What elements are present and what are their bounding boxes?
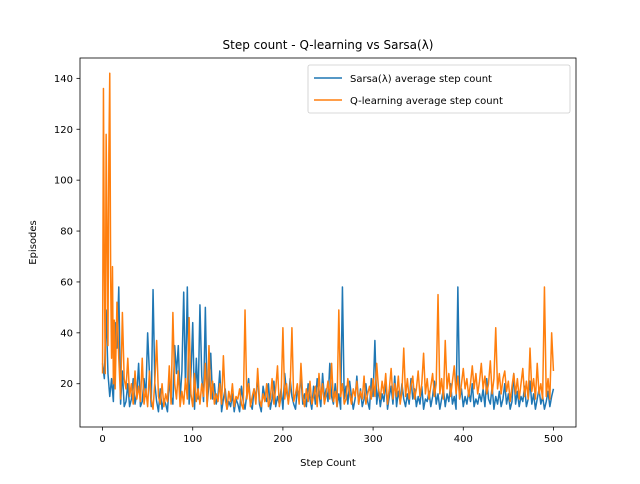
y-tick-label: 80 — [60, 227, 73, 238]
legend-box — [307, 64, 571, 114]
y-axis-label: Episodes — [28, 220, 39, 264]
y-tick-label: 60 — [60, 277, 73, 288]
y-tick-label: 120 — [54, 125, 73, 136]
series-layer — [101, 72, 555, 413]
series-line-0 — [101, 286, 555, 413]
x-tick-label: 400 — [454, 434, 473, 445]
chart-title: Step count - Q-learning vs Sarsa(λ) — [223, 38, 434, 52]
legend-label-0: Sarsa(λ) average step count — [350, 74, 492, 85]
plot-frame — [79, 57, 577, 428]
y-tick-label: 140 — [54, 74, 73, 85]
x-axis-label: Step Count — [300, 458, 356, 469]
x-tick-label: 100 — [183, 434, 202, 445]
y-tick-label: 20 — [60, 379, 73, 390]
series-line-1 — [101, 72, 555, 410]
x-tick-label: 0 — [99, 434, 105, 445]
legend-label-1: Q-learning average step count — [350, 96, 503, 107]
y-tick-label: 40 — [60, 328, 73, 339]
y-tick-label: 100 — [54, 176, 73, 187]
x-tick-label: 500 — [544, 434, 563, 445]
ticks-layer: 0 100 200 300 400 500 20 40 60 80 100 120 140 — [54, 74, 563, 445]
legend: Sarsa(λ) average step count Q-learning av… — [307, 64, 571, 114]
x-tick-label: 200 — [273, 434, 292, 445]
x-tick-label: 300 — [364, 434, 383, 445]
